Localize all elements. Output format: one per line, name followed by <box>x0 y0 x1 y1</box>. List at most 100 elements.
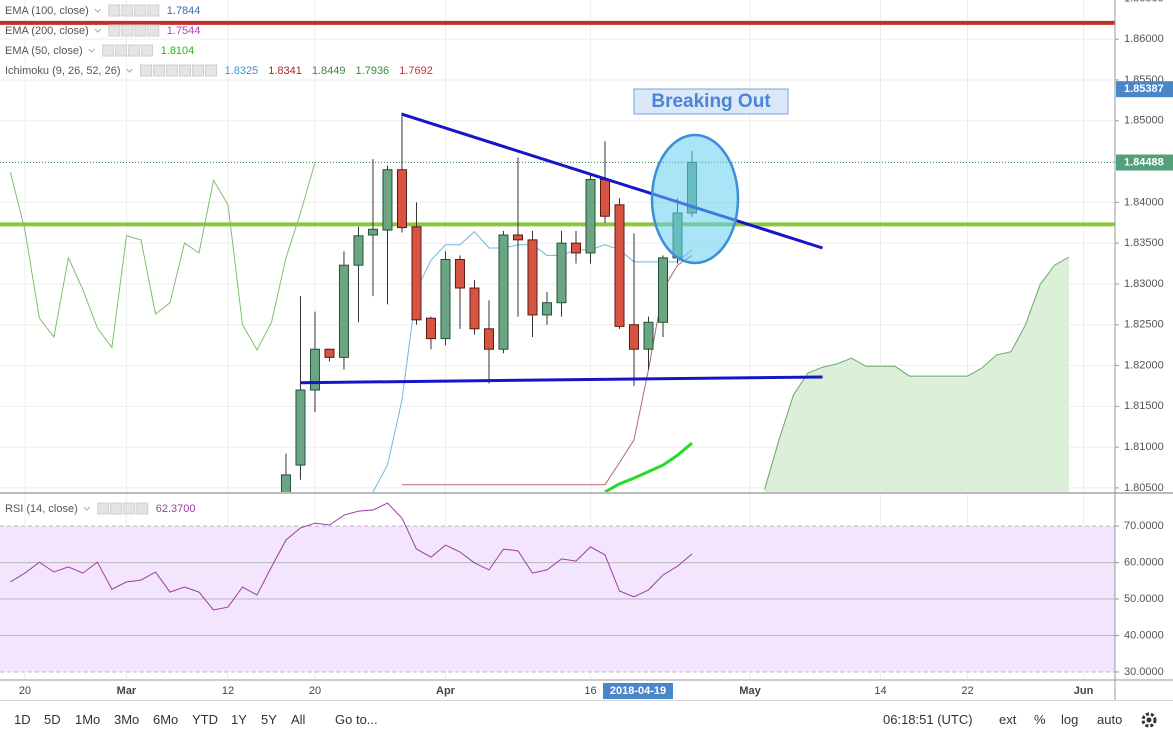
x-tick-label: 20 <box>19 685 31 697</box>
legend-icon <box>153 64 166 77</box>
goto-button[interactable]: Go to... <box>335 712 378 727</box>
legend-value: 1.8325 <box>225 65 259 77</box>
legend-value: 1.8104 <box>161 45 195 57</box>
range-button[interactable]: YTD <box>192 712 218 727</box>
legend-icon <box>102 44 115 57</box>
range-button[interactable]: 3Mo <box>114 712 140 727</box>
candle-body <box>483 328 494 350</box>
candle-body <box>425 317 436 340</box>
candle-body <box>295 389 306 466</box>
trend-line <box>300 375 823 385</box>
option-button[interactable]: auto <box>1097 712 1123 727</box>
y-tick-label: 1.85000 <box>1124 115 1164 127</box>
candle-body <box>280 474 291 492</box>
range-button[interactable]: 1Mo <box>75 712 101 727</box>
candle-body <box>512 234 523 241</box>
annotation: Breaking Out <box>651 91 771 112</box>
y-tick-label: 1.82000 <box>1124 359 1164 371</box>
indicator-line <box>402 254 693 486</box>
y-tick-label: 60.0000 <box>1124 556 1164 568</box>
price-tag-label: 1.85387 <box>1124 83 1164 95</box>
candle-body <box>469 287 480 330</box>
trend-line <box>401 112 823 250</box>
range-button[interactable]: 5Y <box>261 712 277 727</box>
axes: 20 Mar 12 20 Apr 16 May 14 22 Jun 1.80500 1.81000 1.… <box>5 0 1173 699</box>
legend-value: 1.7692 <box>399 65 433 77</box>
x-tick-label: Mar <box>117 685 137 697</box>
option-button[interactable]: ext <box>999 712 1017 727</box>
x-tick-label: Apr <box>436 685 456 697</box>
legend-icon <box>108 4 121 17</box>
y-tick-label: 1.86500 <box>1124 0 1164 4</box>
x-tick-label: 22 <box>961 685 973 697</box>
y-tick-label: 1.81500 <box>1124 400 1164 412</box>
legend-icon <box>136 502 149 515</box>
legend-icon <box>110 502 123 515</box>
range-button[interactable]: 1D <box>14 712 31 727</box>
range-button[interactable]: 5D <box>44 712 61 727</box>
legend-icon <box>147 4 160 17</box>
crosshair-date: 2018-04-19 <box>610 685 666 697</box>
legend-value: 1.8341 <box>268 65 302 77</box>
legend-label: EMA (200, close) <box>5 25 89 37</box>
y-tick-label: 1.84000 <box>1124 196 1164 208</box>
legend-icon <box>179 64 192 77</box>
legend-label: EMA (100, close) <box>5 5 89 17</box>
legend-icon <box>192 64 205 77</box>
legend-caret <box>94 8 102 13</box>
candle-body <box>309 348 320 391</box>
legend-icon <box>141 44 154 57</box>
candle-body <box>527 239 538 316</box>
legend-icon <box>147 24 160 37</box>
y-tick-label: 1.82500 <box>1124 319 1164 331</box>
candle-body <box>628 324 639 350</box>
legend-label: Ichimoku (9, 26, 52, 26) <box>5 65 121 77</box>
legend-icon <box>166 64 179 77</box>
y-tick-label: 50.0000 <box>1124 593 1164 605</box>
range-button[interactable]: All <box>291 712 306 727</box>
legend-icon <box>108 24 121 37</box>
highlight-ellipse <box>650 133 740 265</box>
candle-body <box>396 169 407 229</box>
candle-body <box>570 242 581 254</box>
legend-icon <box>128 44 141 57</box>
y-tick-label: 1.83000 <box>1124 278 1164 290</box>
legend-value: 1.7936 <box>356 65 390 77</box>
crosshair-date-tag <box>602 683 673 699</box>
candle-body <box>585 179 596 254</box>
legend-value: 1.8449 <box>312 65 346 77</box>
candle-body <box>440 258 451 340</box>
clock: 06:18:51 (UTC) <box>883 712 973 727</box>
candle-body <box>338 264 349 358</box>
indicator-line <box>9 162 316 352</box>
legend-icon <box>121 24 134 37</box>
range-button[interactable]: 6Mo <box>153 712 179 727</box>
candle-body <box>643 321 654 350</box>
y-tick-label: 1.86000 <box>1124 33 1164 45</box>
rsi-line <box>10 502 693 611</box>
legend-caret <box>94 28 102 33</box>
legend-icon <box>123 502 136 515</box>
x-tick-label: 20 <box>309 685 321 697</box>
option-button[interactable]: log <box>1061 712 1079 727</box>
legend-icon <box>121 4 134 17</box>
candle-body <box>382 169 393 231</box>
x-tick-label: Jun <box>1074 685 1094 697</box>
legend-icon <box>134 4 147 17</box>
cloud-fill <box>764 257 1070 492</box>
indicator-line <box>604 441 693 492</box>
range-button[interactable]: 1Y <box>231 712 247 727</box>
x-tick-label: 14 <box>874 685 886 697</box>
price-tag-label: 1.84488 <box>1124 156 1164 168</box>
legend-icon <box>115 44 128 57</box>
settings-icon[interactable] <box>1140 711 1158 729</box>
y-tick-label: 40.0000 <box>1124 629 1164 641</box>
legend-caret <box>83 506 91 511</box>
candle-body <box>411 226 422 321</box>
price-tag <box>1116 154 1173 171</box>
option-button[interactable]: % <box>1034 712 1046 727</box>
x-tick-label: 12 <box>222 685 234 697</box>
legend-value: 1.7544 <box>167 25 201 37</box>
rsi-pane <box>0 494 1115 680</box>
chart: 20 Mar 12 20 Apr 16 May 14 22 Jun 1.80500 1.81000 1.… <box>0 0 1173 700</box>
